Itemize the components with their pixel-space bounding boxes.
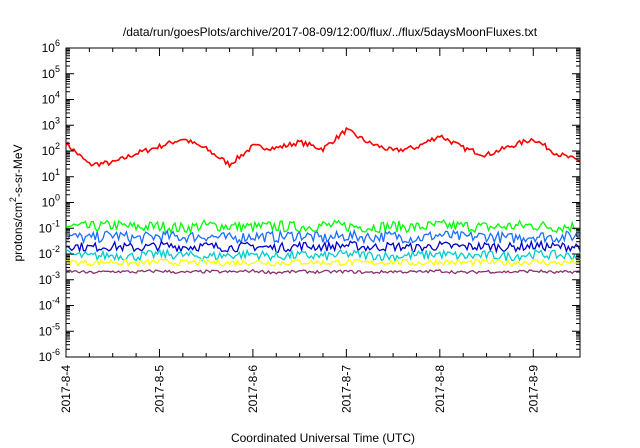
plot-frame xyxy=(65,47,581,358)
x-tick-label: 2017-8-6 xyxy=(246,365,260,413)
y-tick-label: 100 xyxy=(42,193,60,210)
y-tick-label: 10-1 xyxy=(39,218,60,235)
series-line-2 xyxy=(65,228,581,246)
y-tick-label: 10-3 xyxy=(39,270,60,287)
x-axis-ticks: 2017-8-4 2017-8-5 2017-8-6 2017-8-7 2017-8-8… xyxy=(59,48,581,413)
plot-area xyxy=(65,47,581,358)
y-tick-label: 101 xyxy=(42,167,60,184)
series-line-0 xyxy=(65,126,581,169)
series-line-6 xyxy=(65,268,581,275)
x-axis-label: Coordinated Universal Time (UTC) xyxy=(231,431,415,445)
series-line-5 xyxy=(65,257,581,268)
y-tick-label: 10-6 xyxy=(39,347,60,364)
x-tick-label: 2017-8-8 xyxy=(433,365,447,413)
x-tick-label: 2017-8-7 xyxy=(339,365,353,413)
y-tick-label: 106 xyxy=(42,38,60,55)
y-tick-label: 103 xyxy=(42,115,60,132)
y-axis-label-base: protons/cm xyxy=(11,202,25,261)
y-tick-label: 10-5 xyxy=(39,321,60,338)
y-tick-label: 10-2 xyxy=(39,244,60,261)
y-axis-label-rest: -s-sr-MeV xyxy=(11,144,25,197)
x-tick-label: 2017-8-4 xyxy=(59,365,73,413)
series-layer xyxy=(65,126,581,275)
series-line-3 xyxy=(65,239,581,254)
series-line-1 xyxy=(65,218,581,235)
y-tick-label: 10-4 xyxy=(39,296,60,313)
x-tick-label: 2017-8-5 xyxy=(152,365,166,413)
y-tick-label: 102 xyxy=(42,141,60,158)
y-axis-label: protons/cm2-s-sr-MeV xyxy=(8,144,25,261)
y-axis-ticks: 10-6 10-5 10-4 10-3 10-2 10-1 100 101 102 103 104 1… xyxy=(39,38,580,364)
y-tick-label: 104 xyxy=(42,90,60,107)
chart-title: /data/run/goesPlots/archive/2017-08-09/1… xyxy=(123,25,538,39)
y-tick-label: 105 xyxy=(42,64,60,81)
y-axis-label-sup: 2 xyxy=(8,197,18,202)
x-tick-label: 2017-8-9 xyxy=(526,365,540,413)
series-line-4 xyxy=(65,247,581,263)
